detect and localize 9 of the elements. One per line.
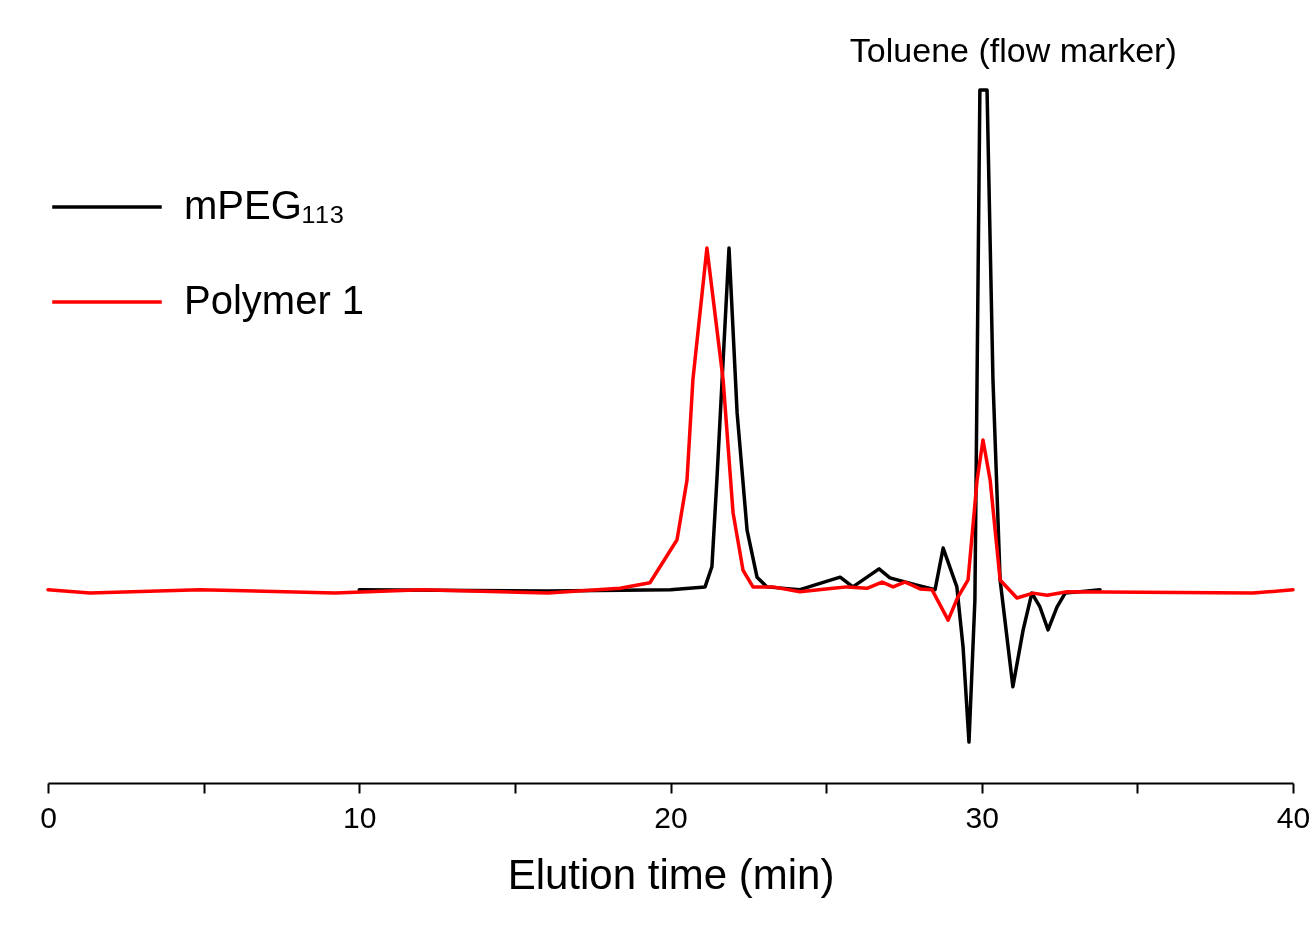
- x-tick-label: 10: [343, 800, 377, 834]
- x-tick-label: 40: [1276, 800, 1311, 834]
- x-tick-label: 0: [40, 800, 57, 834]
- x-tick-label: 30: [965, 800, 999, 834]
- x-tick-label: 20: [654, 800, 688, 834]
- legend-label: mPEG₁₁₃: [184, 183, 346, 227]
- annotation: Toluene (flow marker): [849, 31, 1177, 69]
- x-axis-title: Elution time (min): [507, 850, 835, 898]
- legend-label: Polymer 1: [184, 278, 365, 322]
